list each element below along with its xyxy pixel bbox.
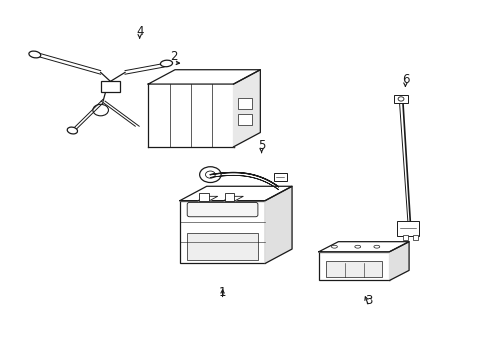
Polygon shape <box>389 242 408 280</box>
Text: 2: 2 <box>170 50 177 63</box>
Text: 4: 4 <box>136 25 143 38</box>
Polygon shape <box>180 186 291 201</box>
Polygon shape <box>233 70 260 147</box>
Ellipse shape <box>354 245 360 248</box>
Polygon shape <box>264 186 291 264</box>
Bar <box>187 233 257 260</box>
Ellipse shape <box>160 60 172 67</box>
Polygon shape <box>318 242 408 252</box>
Bar <box>393 95 407 103</box>
Bar <box>101 81 120 92</box>
Bar <box>237 113 252 125</box>
Bar <box>224 193 234 201</box>
FancyBboxPatch shape <box>187 202 257 217</box>
Text: 6: 6 <box>401 73 408 86</box>
Text: 1: 1 <box>218 287 226 300</box>
Ellipse shape <box>67 127 78 134</box>
Bar <box>402 235 407 240</box>
Text: 5: 5 <box>257 139 264 152</box>
Polygon shape <box>198 196 217 201</box>
Polygon shape <box>180 201 264 264</box>
Polygon shape <box>148 70 260 84</box>
Bar <box>237 98 252 109</box>
Ellipse shape <box>373 245 379 248</box>
Bar <box>325 261 382 277</box>
Bar <box>199 193 208 201</box>
Bar <box>396 221 418 235</box>
Polygon shape <box>223 196 243 201</box>
Text: 3: 3 <box>365 294 372 307</box>
Polygon shape <box>318 252 389 280</box>
Ellipse shape <box>331 245 337 248</box>
Bar <box>412 235 417 240</box>
Ellipse shape <box>29 51 41 58</box>
Bar <box>273 173 287 181</box>
